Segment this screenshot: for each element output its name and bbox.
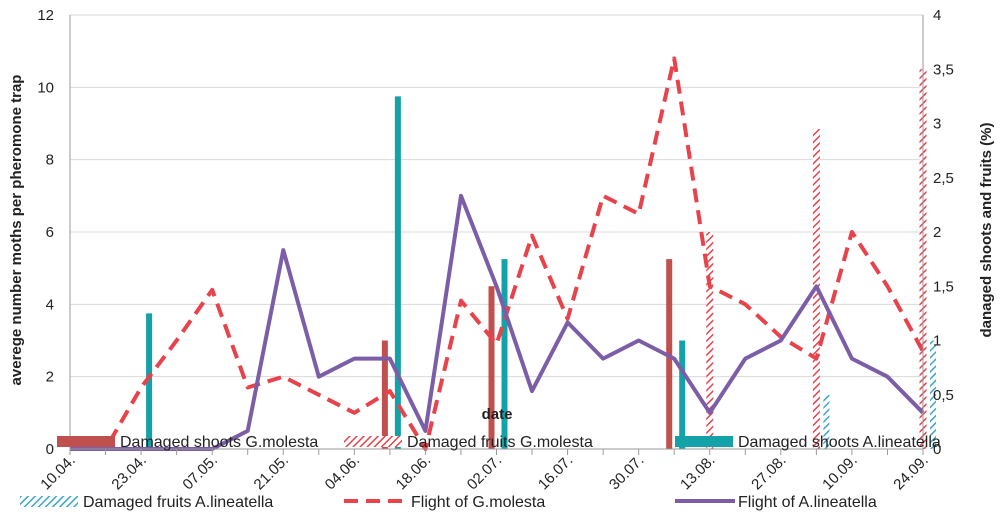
y-right-axis-title: danaged shoots and fruits (%) [978, 122, 995, 337]
bar-damaged-fruits-a-lineatella [823, 394, 830, 449]
y-left-tick-label: 4 [46, 296, 54, 313]
bar-damaged-shoots-a-lineatella [501, 259, 508, 449]
y-right-tick-label: 3 [933, 116, 941, 133]
legend-label-a-lineatella-shoots: Damaged shoots A.lineatella [738, 434, 941, 451]
x-tick-label: 10.04. [37, 452, 79, 494]
legend-swatch-g-molesta-fruits [344, 436, 402, 447]
x-tick-label: 02.07. [464, 452, 506, 494]
legend-label-g-molesta-flight: Flight of G.molesta [411, 494, 545, 511]
x-tick-label: 23.04. [108, 452, 150, 494]
legend-swatch-a-lineatella-shoots [675, 436, 733, 447]
bar-damaged-fruits-a-lineatella [930, 340, 936, 449]
x-tick-label: 30.07. [606, 452, 648, 494]
x-tick-label: 24.09. [890, 452, 932, 494]
y-right-tick-label: 4 [933, 7, 941, 24]
bar-damaged-fruits-g-molesta [706, 232, 714, 449]
line-flight-of-g-molesta [70, 56, 925, 451]
y-right-tick-label: 1,5 [933, 278, 954, 295]
bar-damaged-shoots-a-lineatella [679, 340, 686, 449]
legend-item-g-molesta-flight: Flight of G.molesta [344, 494, 545, 511]
y-left-tick-label: 10 [37, 79, 54, 96]
legend-item-g-molesta-shoots: Damaged shoots G.molesta [57, 434, 318, 451]
bar-damaged-shoots-a-lineatella [146, 313, 153, 449]
x-tick-label: 10.09. [819, 452, 861, 494]
y-left-tick-label: 8 [46, 152, 54, 169]
x-tick-label: 04.06. [322, 452, 364, 494]
bar-damaged-shoots-g-molesta [488, 286, 495, 449]
lines [70, 56, 925, 451]
legend-swatch-g-molesta-shoots [57, 436, 115, 447]
bar-damaged-shoots-g-molesta [381, 340, 388, 449]
legend-swatch-a-lineatella-fruits [20, 496, 78, 507]
legend-label-a-lineatella-flight: Flight of A.lineatella [738, 494, 877, 511]
legend-label-a-lineatella-fruits: Damaged fruits A.lineatella [83, 494, 273, 511]
bar-damaged-shoots-a-lineatella [394, 96, 401, 449]
x-axis-title: date [482, 406, 513, 423]
y-left-tick-label: 12 [37, 7, 54, 24]
legend-label-g-molesta-fruits: Damaged fruits G.molesta [407, 434, 593, 451]
legend-item-a-lineatella-flight: Flight of A.lineatella [675, 494, 877, 511]
y-right-tick-label: 0,5 [933, 387, 954, 404]
y-left-tick-label: 0 [46, 441, 54, 458]
legend-item-g-molesta-fruits: Damaged fruits G.molesta [344, 434, 593, 451]
x-tick-label: 21.05. [251, 452, 293, 494]
y-right-tick-label: 3,5 [933, 61, 954, 78]
y-right-tick-label: 2 [933, 224, 941, 241]
x-tick-label: 18.06. [393, 452, 435, 494]
x-tick-label: 13.08. [677, 452, 719, 494]
legend-item-a-lineatella-shoots: Damaged shoots A.lineatella [675, 434, 941, 451]
gridlines [70, 14, 923, 378]
y-left-axis-title: averege number moths per pheromone trap [8, 75, 25, 386]
legend-item-a-lineatella-fruits: Damaged fruits A.lineatella [20, 494, 273, 511]
x-tick-label: 27.08. [748, 452, 790, 494]
y-right-tick-label: 1 [933, 333, 941, 350]
legend-label-g-molesta-shoots: Damaged shoots G.molesta [120, 434, 318, 451]
x-tick-label: 16.07. [535, 452, 577, 494]
legend: Damaged shoots G.molesta Damaged fruits … [20, 434, 941, 511]
y-right-tick-label: 0 [933, 441, 941, 458]
y-left-tick-label: 6 [46, 224, 54, 241]
x-tick-label: 07.05. [179, 452, 221, 494]
y-right-tick-label: 2,5 [933, 170, 954, 187]
y-left-tick-label: 2 [46, 369, 54, 386]
